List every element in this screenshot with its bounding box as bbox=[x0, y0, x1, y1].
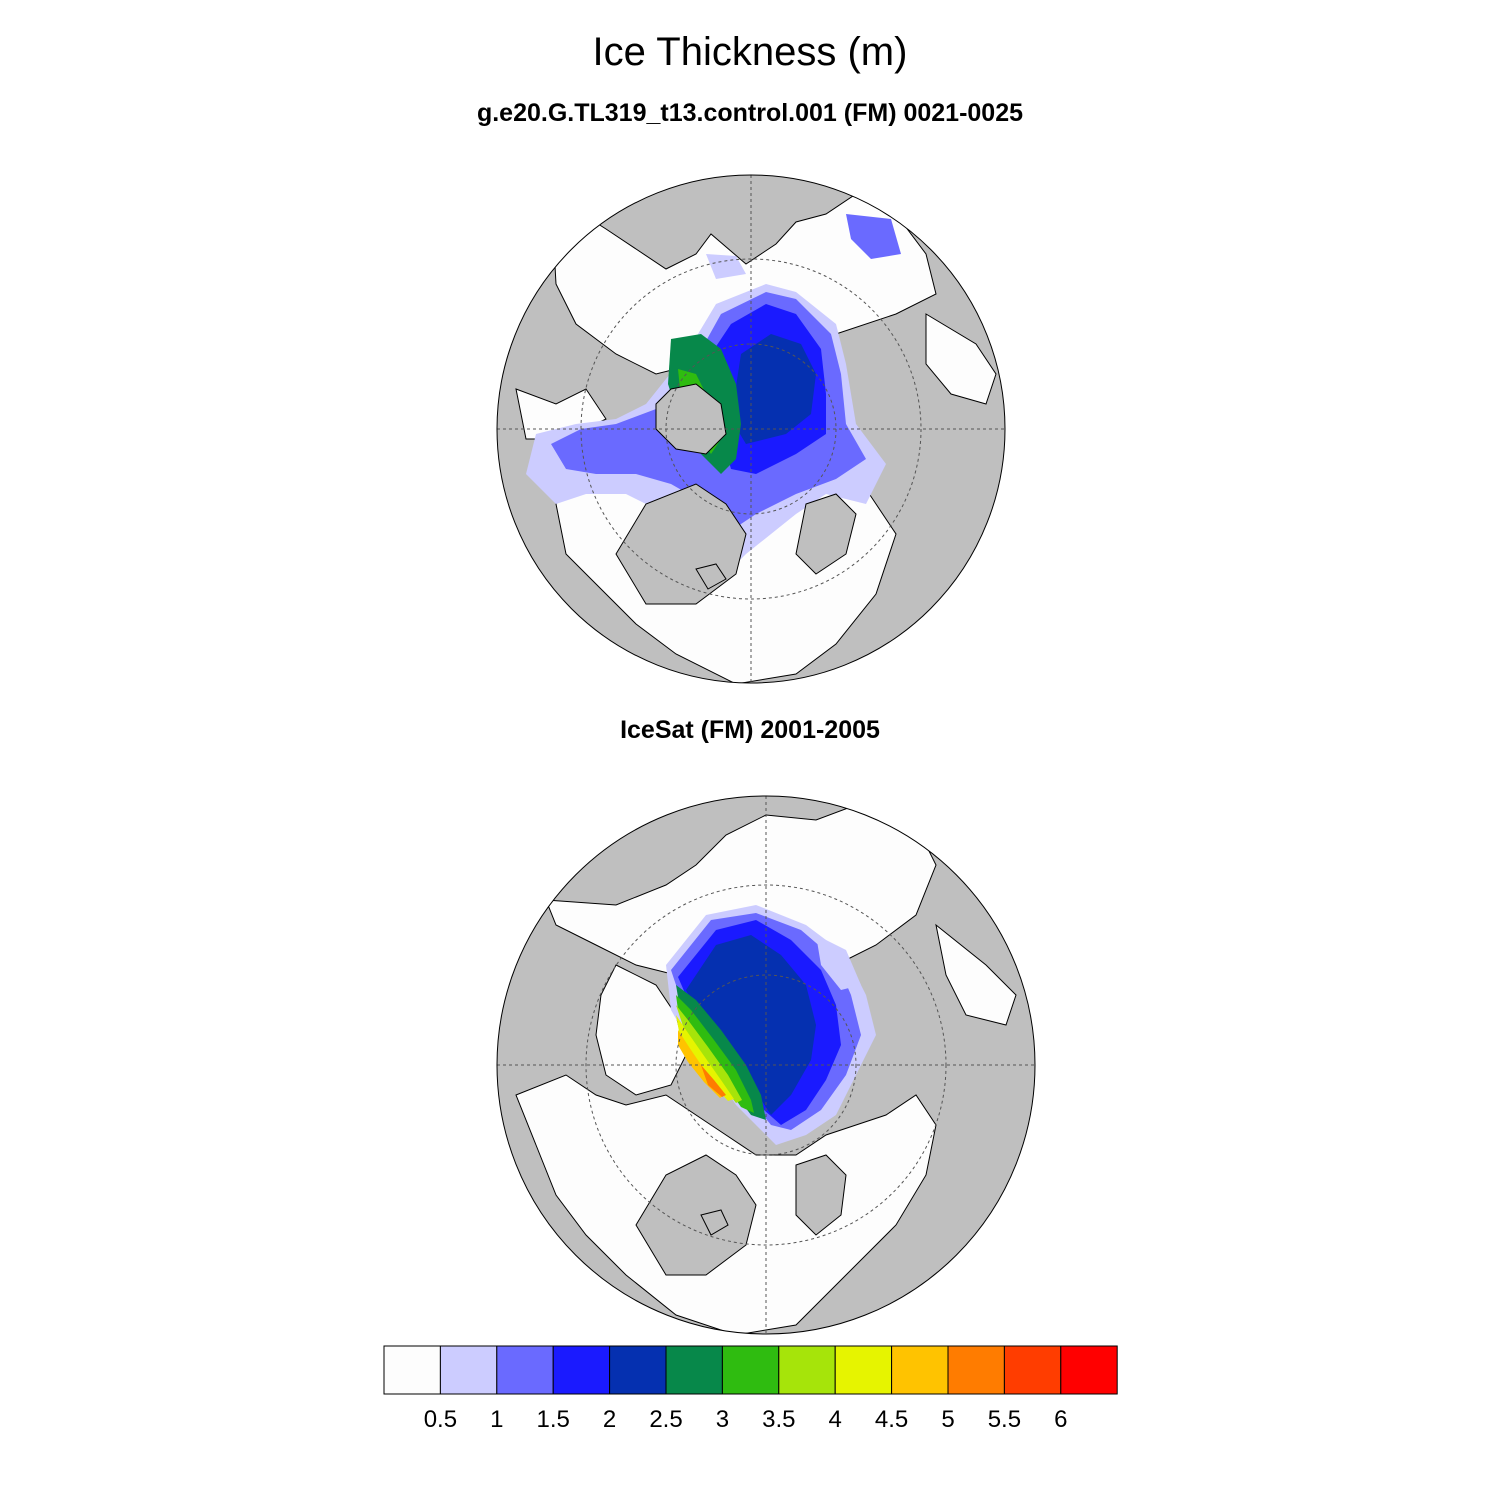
colorbar-tick-label: 4 bbox=[828, 1406, 842, 1433]
colorbar-tick-label: 3 bbox=[715, 1406, 730, 1433]
map-graticule bbox=[497, 796, 1035, 1334]
colorbar-tick-label: 5.5 bbox=[987, 1406, 1022, 1433]
colorbar-tick-label: 1.5 bbox=[536, 1406, 570, 1433]
observed-sea-ice bbox=[666, 905, 876, 1145]
colorbar-tick-label: 4.5 bbox=[874, 1406, 909, 1433]
colorbar-swatch bbox=[439, 1345, 498, 1395]
colorbar-swatch bbox=[834, 1345, 893, 1395]
colorbar-swatch bbox=[383, 1345, 441, 1395]
colorbar-tick-label: 1 bbox=[490, 1406, 504, 1433]
colorbar-swatch bbox=[1003, 1345, 1062, 1395]
colorbar-swatch bbox=[947, 1345, 1005, 1395]
colorbar-tick-label: 2 bbox=[602, 1406, 617, 1433]
colorbar-swatch bbox=[552, 1345, 611, 1395]
panel-1-title: g.e20.G.TL319_t13.control.001 (FM) 0021-… bbox=[476, 99, 1024, 127]
map-border bbox=[496, 174, 1006, 684]
land-masses bbox=[635, 1154, 847, 1276]
colorbar-swatch bbox=[496, 1345, 554, 1395]
map-border bbox=[496, 795, 1036, 1335]
colorbar-swatch bbox=[609, 1345, 667, 1395]
land-masses bbox=[615, 383, 857, 605]
colorbar-tick-label: 0.5 bbox=[423, 1406, 458, 1433]
colorbar-tick-label: 5 bbox=[941, 1406, 955, 1433]
colorbar-tick-label: 3.5 bbox=[762, 1406, 796, 1433]
icesat-ice-thickness-map bbox=[496, 795, 1036, 1335]
map-graticule bbox=[497, 175, 1005, 683]
colorbar-tick-label: 6 bbox=[1054, 1406, 1068, 1433]
panel-2-title: IceSat (FM) 2001-2005 bbox=[620, 716, 880, 744]
colorbar-tick-label: 2.5 bbox=[649, 1406, 683, 1433]
colorbar-swatch bbox=[891, 1345, 949, 1395]
colorbar-swatch bbox=[721, 1345, 780, 1395]
model-ice-thickness-map bbox=[496, 174, 1006, 684]
colorbar-swatch bbox=[665, 1345, 723, 1395]
colorbar bbox=[383, 1345, 1118, 1395]
main-title: Ice Thickness (m) bbox=[592, 30, 908, 74]
colorbar-swatch bbox=[1060, 1345, 1118, 1395]
colorbar-swatch bbox=[778, 1345, 836, 1395]
